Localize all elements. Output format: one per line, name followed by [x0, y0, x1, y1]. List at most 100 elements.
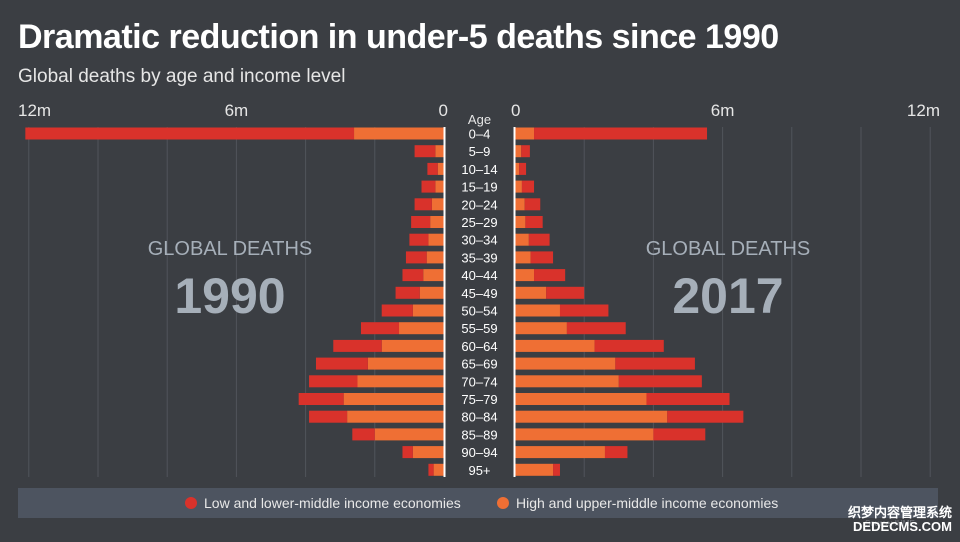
bar-1990-low-income: [414, 198, 432, 211]
bar-2017-low-income: [559, 304, 609, 317]
bar-1990-high-income: [435, 145, 444, 158]
age-label: 90–94: [461, 445, 497, 460]
bar-1990-low-income: [309, 410, 348, 423]
age-label: 15–19: [461, 180, 497, 195]
age-label: 75–79: [461, 392, 497, 407]
bar-1990-low-income: [421, 180, 436, 193]
bar-1990-high-income: [357, 375, 444, 388]
bar-2017-low-income: [528, 233, 550, 246]
bar-1990-high-income: [431, 198, 444, 211]
x-tick-right: 0: [511, 101, 520, 120]
bar-1990-low-income: [309, 375, 358, 388]
bar-1990-high-income: [428, 233, 444, 246]
age-label: 50–54: [461, 304, 497, 319]
x-tick-left: 6m: [225, 101, 249, 120]
bar-2017-low-income: [524, 198, 541, 211]
chart-title: Dramatic reduction in under-5 deaths sin…: [18, 18, 779, 56]
bar-1990-high-income: [423, 269, 444, 282]
bar-2017-high-income: [515, 251, 531, 264]
bar-1990-low-income: [402, 269, 424, 282]
bar-2017-high-income: [515, 428, 654, 441]
watermark-line2: DEDECMS.COM: [853, 519, 952, 534]
age-header: Age: [468, 112, 491, 127]
bar-2017-high-income: [515, 286, 547, 299]
chart-subtitle: Global deaths by age and income level: [18, 66, 346, 87]
bar-1990-low-income: [405, 251, 427, 264]
bar-1990-low-income: [315, 357, 368, 370]
bar-1990-low-income: [414, 145, 436, 158]
bar-1990-low-income: [395, 286, 420, 299]
age-label: 65–69: [461, 357, 497, 372]
bar-2017-high-income: [515, 233, 529, 246]
bar-1990-high-income: [343, 393, 444, 405]
bar-1990-high-income: [374, 428, 444, 441]
panel-label-right: GLOBAL DEATHS: [646, 238, 811, 260]
bar-2017-high-income: [515, 339, 595, 352]
legend-swatch-low-income: [185, 497, 197, 509]
bar-1990-high-income: [412, 304, 444, 317]
age-label: 55–59: [461, 321, 497, 336]
age-label: 20–24: [461, 197, 497, 212]
age-label: 40–44: [461, 268, 497, 283]
bar-2017-high-income: [515, 463, 554, 476]
bar-1990-low-income: [360, 322, 400, 335]
bar-2017-low-income: [534, 127, 708, 140]
bar-1990-high-income: [381, 339, 444, 352]
bar-2017-high-income: [515, 127, 535, 140]
bar-2017-high-income: [515, 357, 616, 370]
bar-2017-low-income: [534, 269, 566, 282]
bar-2017-high-income: [515, 180, 522, 193]
bar-1990-high-income: [419, 286, 444, 299]
bar-2017-high-income: [515, 216, 526, 228]
bar-2017-high-income: [515, 269, 535, 282]
bar-2017-low-income: [521, 145, 530, 158]
bar-1990-low-income: [381, 304, 413, 317]
legend-item-low-income: Low and lower-middle income economies: [185, 488, 461, 518]
bar-2017-high-income: [515, 446, 605, 459]
bar-1990-high-income: [430, 216, 444, 228]
bar-1990-low-income: [402, 446, 413, 459]
age-label: 60–64: [461, 339, 497, 354]
bar-1990-high-income: [412, 446, 444, 459]
age-label: 10–14: [461, 162, 497, 177]
bar-2017-low-income: [604, 446, 628, 459]
bar-1990-low-income: [427, 162, 438, 175]
bar-2017-high-income: [515, 162, 520, 175]
legend-item-high-income: High and upper-middle income economies: [497, 488, 778, 518]
bar-1990-high-income: [437, 162, 444, 175]
bar-2017-low-income: [594, 339, 664, 352]
source-note: Source: IHME: [865, 519, 915, 528]
bar-2017-low-income: [519, 162, 527, 175]
bar-2017-low-income: [653, 428, 706, 441]
bar-1990-low-income: [428, 463, 434, 476]
bar-2017-low-income: [553, 463, 560, 476]
bar-2017-high-income: [515, 304, 560, 317]
bar-2017-high-income: [515, 410, 668, 423]
age-label: 30–34: [461, 233, 497, 248]
legend-label-high-income: High and upper-middle income economies: [516, 495, 779, 511]
age-label: 70–74: [461, 374, 497, 389]
bar-1990-low-income: [333, 339, 382, 352]
legend-label-low-income: Low and lower-middle income economies: [204, 495, 461, 511]
watermark: 织梦内容管理系统 DEDECMS.COM: [848, 506, 952, 534]
x-tick-right: 6m: [711, 101, 735, 120]
age-label: 85–89: [461, 427, 497, 442]
bar-2017-low-income: [667, 410, 744, 423]
bar-1990-high-income: [399, 322, 444, 335]
bar-2017-high-income: [515, 375, 619, 388]
bar-2017-low-income: [646, 393, 730, 405]
bar-1990-low-income: [298, 393, 344, 405]
age-label: 25–29: [461, 215, 497, 230]
bar-2017-high-income: [515, 145, 522, 158]
age-label: 95+: [468, 463, 490, 478]
age-label: 0–4: [469, 127, 491, 142]
bar-1990-high-income: [347, 410, 444, 423]
bar-1990-low-income: [411, 216, 431, 228]
panel-year-right: 2017: [672, 268, 783, 324]
bar-1990-low-income: [25, 127, 355, 140]
age-label: 45–49: [461, 286, 497, 301]
bar-2017-low-income: [530, 251, 554, 264]
bar-2017-high-income: [515, 393, 647, 405]
bar-2017-high-income: [515, 322, 567, 335]
